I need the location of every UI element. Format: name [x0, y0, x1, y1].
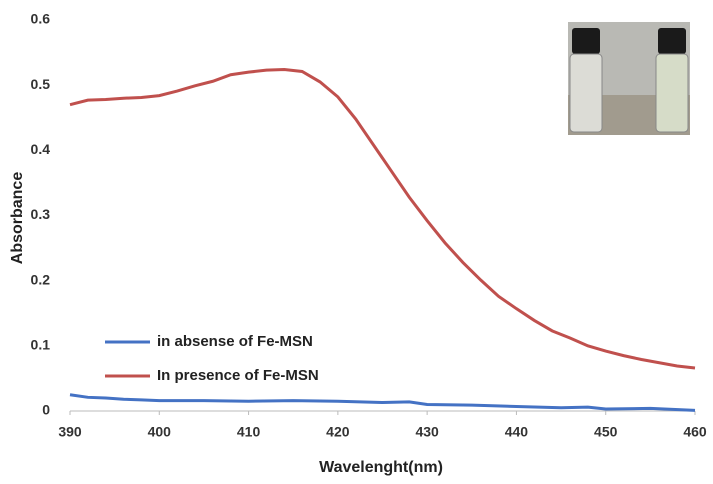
x-tick-label: 440 — [505, 424, 529, 440]
x-tick-label: 400 — [148, 424, 172, 440]
y-tick-label: 0.3 — [31, 206, 51, 222]
data-line — [69, 393, 696, 412]
x-tick-label: 430 — [415, 424, 439, 440]
legend-label: In presence of Fe-MSN — [157, 367, 319, 384]
x-axis-title: Wavelenght(nm) — [319, 459, 443, 476]
y-axis-title: Absorbance — [9, 172, 26, 265]
y-tick-label: 0.1 — [31, 337, 51, 353]
x-tick-label: 460 — [683, 424, 707, 440]
x-tick-label: 420 — [326, 424, 350, 440]
x-tick-label: 410 — [237, 424, 261, 440]
y-tick-label: 0.2 — [31, 271, 51, 287]
x-tick-label: 390 — [58, 424, 82, 440]
data-line — [69, 68, 696, 370]
y-tick-label: 0.5 — [31, 76, 51, 92]
inset-photo — [568, 22, 690, 135]
y-tick-label: 0 — [42, 402, 50, 418]
legend-label: in absense of Fe-MSN — [157, 333, 313, 350]
y-tick-label: 0.4 — [31, 141, 51, 157]
x-tick-label: 450 — [594, 424, 618, 440]
y-tick-label: 0.6 — [31, 11, 51, 27]
